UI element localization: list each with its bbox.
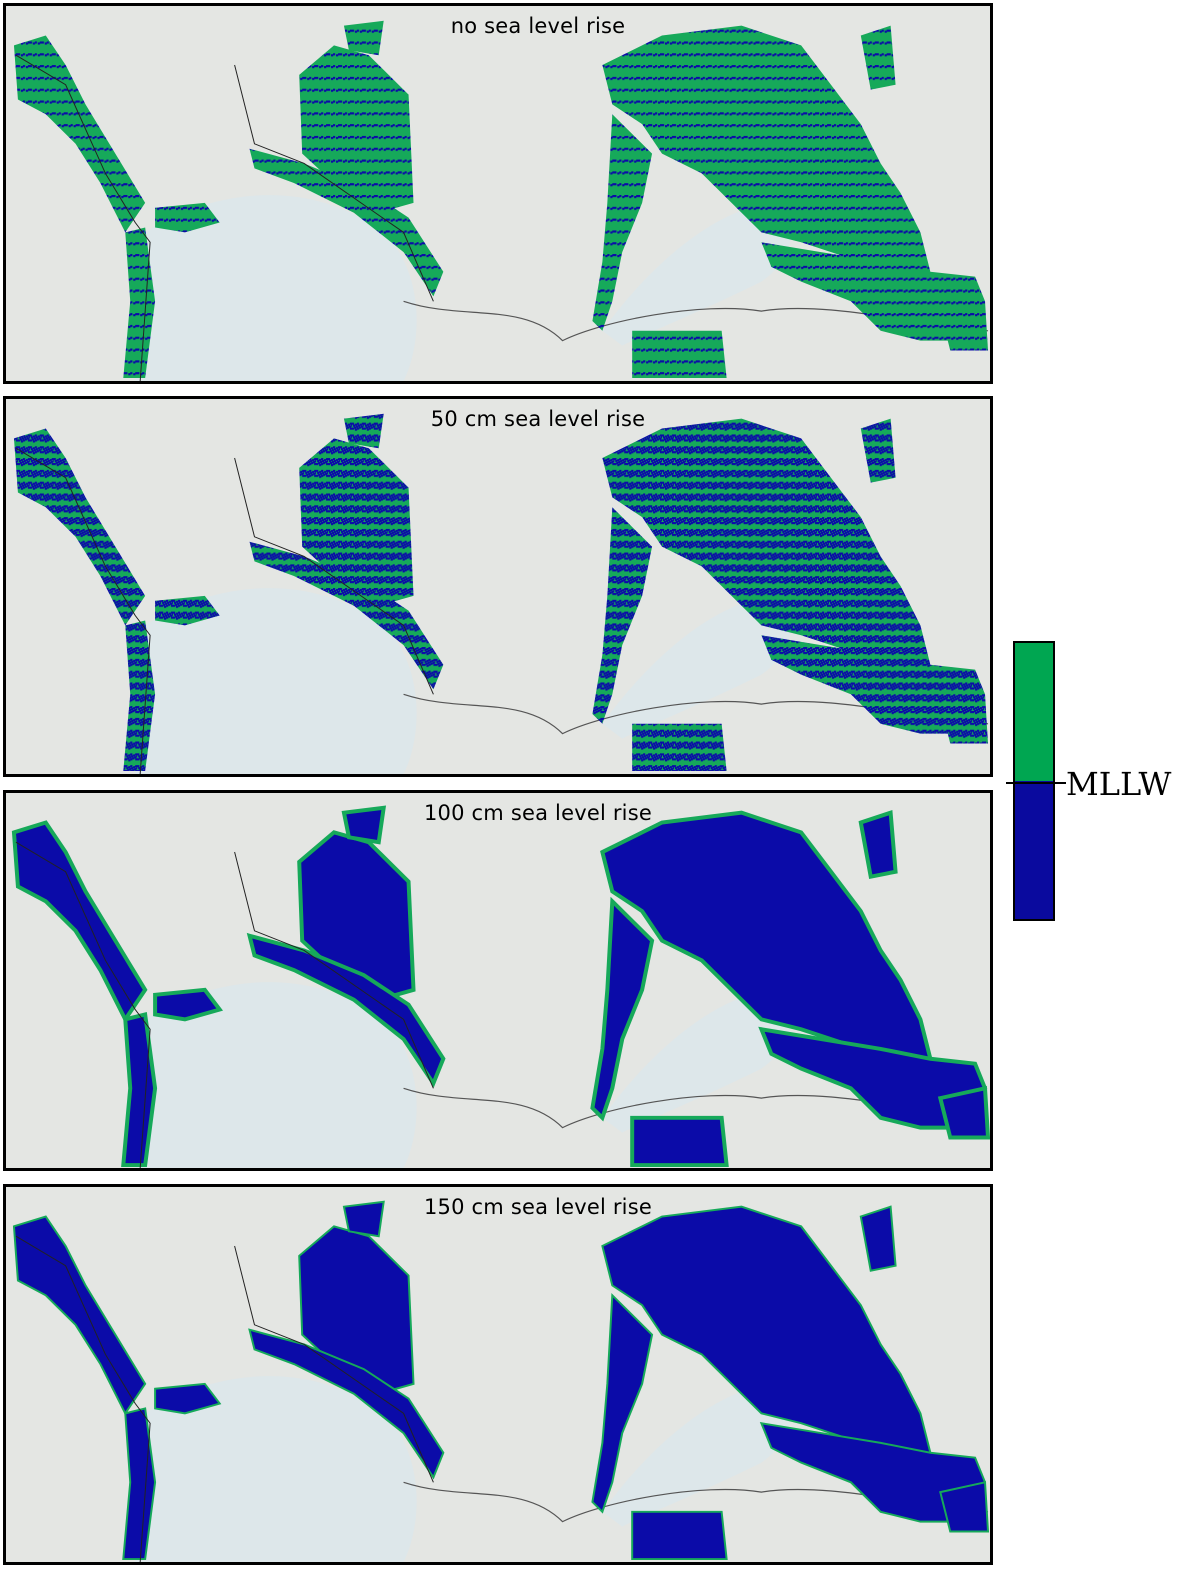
bay-water bbox=[135, 1376, 417, 1562]
east-north-marsh bbox=[602, 418, 931, 675]
map-canvas bbox=[6, 6, 990, 381]
map-canvas bbox=[6, 793, 990, 1168]
south-shore-marsh bbox=[632, 330, 727, 379]
west-bay-marsh bbox=[155, 202, 220, 233]
south-shore-marsh bbox=[632, 723, 727, 772]
southeast-marsh bbox=[761, 635, 986, 734]
east-north-marsh bbox=[602, 25, 931, 282]
map-panel-50cm: 50 cm sea level rise bbox=[3, 396, 993, 777]
far-east-marsh bbox=[937, 1085, 990, 1140]
east-channel-marsh bbox=[590, 896, 655, 1122]
coastal-strip-marsh bbox=[122, 1407, 157, 1561]
west-bay-marsh bbox=[155, 595, 220, 626]
far-east-marsh bbox=[939, 1481, 990, 1533]
spit-marsh bbox=[249, 148, 444, 297]
coastal-strip-marsh bbox=[121, 1012, 158, 1168]
west-bay-marsh bbox=[154, 1382, 222, 1415]
panel-title: 150 cm sea level rise bbox=[424, 1195, 652, 1219]
coastal-strip-marsh bbox=[123, 227, 156, 379]
coastline bbox=[15, 1235, 434, 1562]
south-shore-marsh bbox=[631, 1510, 728, 1561]
northeast-hills-marsh bbox=[859, 1205, 897, 1272]
east-channel-marsh bbox=[591, 1293, 654, 1514]
coastline bbox=[15, 841, 434, 1168]
central-marsh bbox=[299, 45, 414, 213]
west-estuary-marsh bbox=[13, 35, 146, 233]
southeast-marsh bbox=[761, 242, 986, 341]
central-marsh bbox=[299, 438, 414, 606]
central-marsh bbox=[297, 830, 416, 1002]
legend-tick bbox=[1006, 782, 1066, 784]
north-channel-marsh bbox=[342, 1200, 385, 1238]
bay-water bbox=[135, 982, 417, 1168]
far-east-marsh bbox=[940, 301, 989, 351]
panel-title: 50 cm sea level rise bbox=[430, 407, 646, 431]
west-estuary-marsh bbox=[11, 820, 148, 1024]
color-legend bbox=[1013, 641, 1055, 921]
far-east-marsh bbox=[940, 694, 989, 744]
north-channel-marsh bbox=[343, 20, 384, 56]
north-channel-marsh bbox=[341, 805, 387, 845]
legend-label: MLLW bbox=[1066, 765, 1172, 803]
west-bay-marsh bbox=[153, 987, 224, 1022]
east-channel-marsh bbox=[592, 114, 653, 331]
spit-marsh bbox=[249, 541, 444, 690]
spit-marsh bbox=[248, 1328, 445, 1480]
east-channel-marsh bbox=[592, 507, 653, 724]
map-canvas bbox=[6, 399, 990, 774]
map-panel-no-slr: no sea level rise bbox=[3, 3, 993, 384]
northeast-hills-marsh bbox=[858, 810, 898, 879]
coastline bbox=[15, 54, 434, 381]
coastal-strip-marsh bbox=[123, 620, 156, 772]
south-shore-marsh bbox=[630, 1115, 729, 1168]
map-panel-150cm: 150 cm sea level rise bbox=[3, 1184, 993, 1565]
bay-water bbox=[135, 195, 417, 381]
northeast-hills-marsh bbox=[860, 25, 896, 90]
bay-water-east bbox=[602, 989, 792, 1133]
panel-title: no sea level rise bbox=[450, 14, 626, 38]
bay-water-east bbox=[602, 595, 792, 739]
bay-water-east bbox=[602, 1383, 792, 1527]
northeast-hills-marsh bbox=[860, 418, 896, 483]
map-panel-100cm: 100 cm sea level rise bbox=[3, 790, 993, 1171]
legend-above-mllw bbox=[1015, 643, 1053, 781]
bay-water bbox=[135, 588, 417, 774]
coastline bbox=[15, 447, 434, 774]
panel-title: 100 cm sea level rise bbox=[424, 801, 652, 825]
bay-water-east bbox=[602, 202, 792, 346]
north-channel-marsh bbox=[343, 413, 384, 449]
map-canvas bbox=[6, 1187, 990, 1562]
central-marsh bbox=[298, 1225, 415, 1395]
west-estuary-marsh bbox=[13, 428, 146, 626]
spit-marsh bbox=[246, 932, 446, 1088]
legend-below-mllw bbox=[1015, 781, 1053, 919]
west-estuary-marsh bbox=[12, 1215, 147, 1416]
